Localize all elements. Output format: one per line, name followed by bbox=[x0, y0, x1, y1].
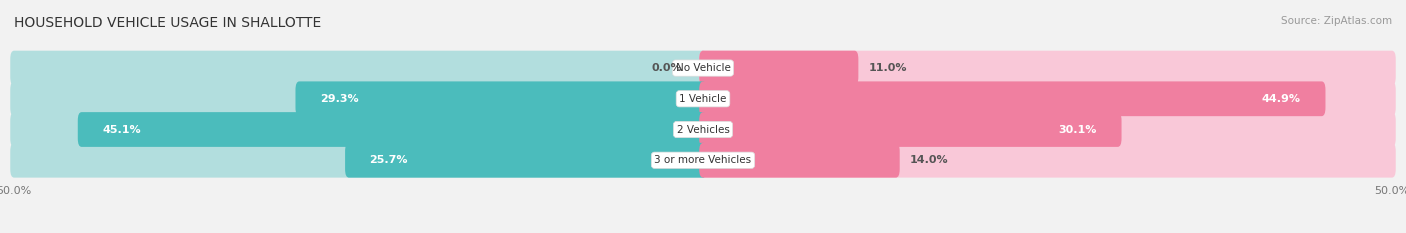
FancyBboxPatch shape bbox=[14, 83, 1392, 114]
Text: 11.0%: 11.0% bbox=[869, 63, 907, 73]
FancyBboxPatch shape bbox=[10, 143, 707, 178]
Text: 45.1%: 45.1% bbox=[103, 124, 141, 134]
FancyBboxPatch shape bbox=[344, 143, 707, 178]
FancyBboxPatch shape bbox=[699, 112, 1396, 147]
Text: 25.7%: 25.7% bbox=[370, 155, 408, 165]
Text: 30.1%: 30.1% bbox=[1059, 124, 1097, 134]
FancyBboxPatch shape bbox=[699, 143, 900, 178]
FancyBboxPatch shape bbox=[77, 112, 707, 147]
Text: Source: ZipAtlas.com: Source: ZipAtlas.com bbox=[1281, 16, 1392, 26]
Text: No Vehicle: No Vehicle bbox=[675, 63, 731, 73]
FancyBboxPatch shape bbox=[10, 51, 707, 86]
Text: 29.3%: 29.3% bbox=[321, 94, 359, 104]
Text: 1 Vehicle: 1 Vehicle bbox=[679, 94, 727, 104]
FancyBboxPatch shape bbox=[699, 81, 1396, 116]
FancyBboxPatch shape bbox=[699, 143, 1396, 178]
Text: 14.0%: 14.0% bbox=[910, 155, 948, 165]
Text: 44.9%: 44.9% bbox=[1263, 94, 1301, 104]
FancyBboxPatch shape bbox=[699, 112, 1122, 147]
Text: 2 Vehicles: 2 Vehicles bbox=[676, 124, 730, 134]
FancyBboxPatch shape bbox=[14, 114, 1392, 145]
FancyBboxPatch shape bbox=[295, 81, 707, 116]
FancyBboxPatch shape bbox=[699, 51, 858, 86]
Text: HOUSEHOLD VEHICLE USAGE IN SHALLOTTE: HOUSEHOLD VEHICLE USAGE IN SHALLOTTE bbox=[14, 16, 322, 30]
Legend: Owner-occupied, Renter-occupied: Owner-occupied, Renter-occupied bbox=[588, 230, 818, 233]
FancyBboxPatch shape bbox=[10, 81, 707, 116]
FancyBboxPatch shape bbox=[699, 81, 1326, 116]
FancyBboxPatch shape bbox=[14, 53, 1392, 83]
FancyBboxPatch shape bbox=[699, 51, 1396, 86]
Text: 3 or more Vehicles: 3 or more Vehicles bbox=[654, 155, 752, 165]
Text: 0.0%: 0.0% bbox=[652, 63, 682, 73]
FancyBboxPatch shape bbox=[10, 112, 707, 147]
FancyBboxPatch shape bbox=[14, 145, 1392, 176]
